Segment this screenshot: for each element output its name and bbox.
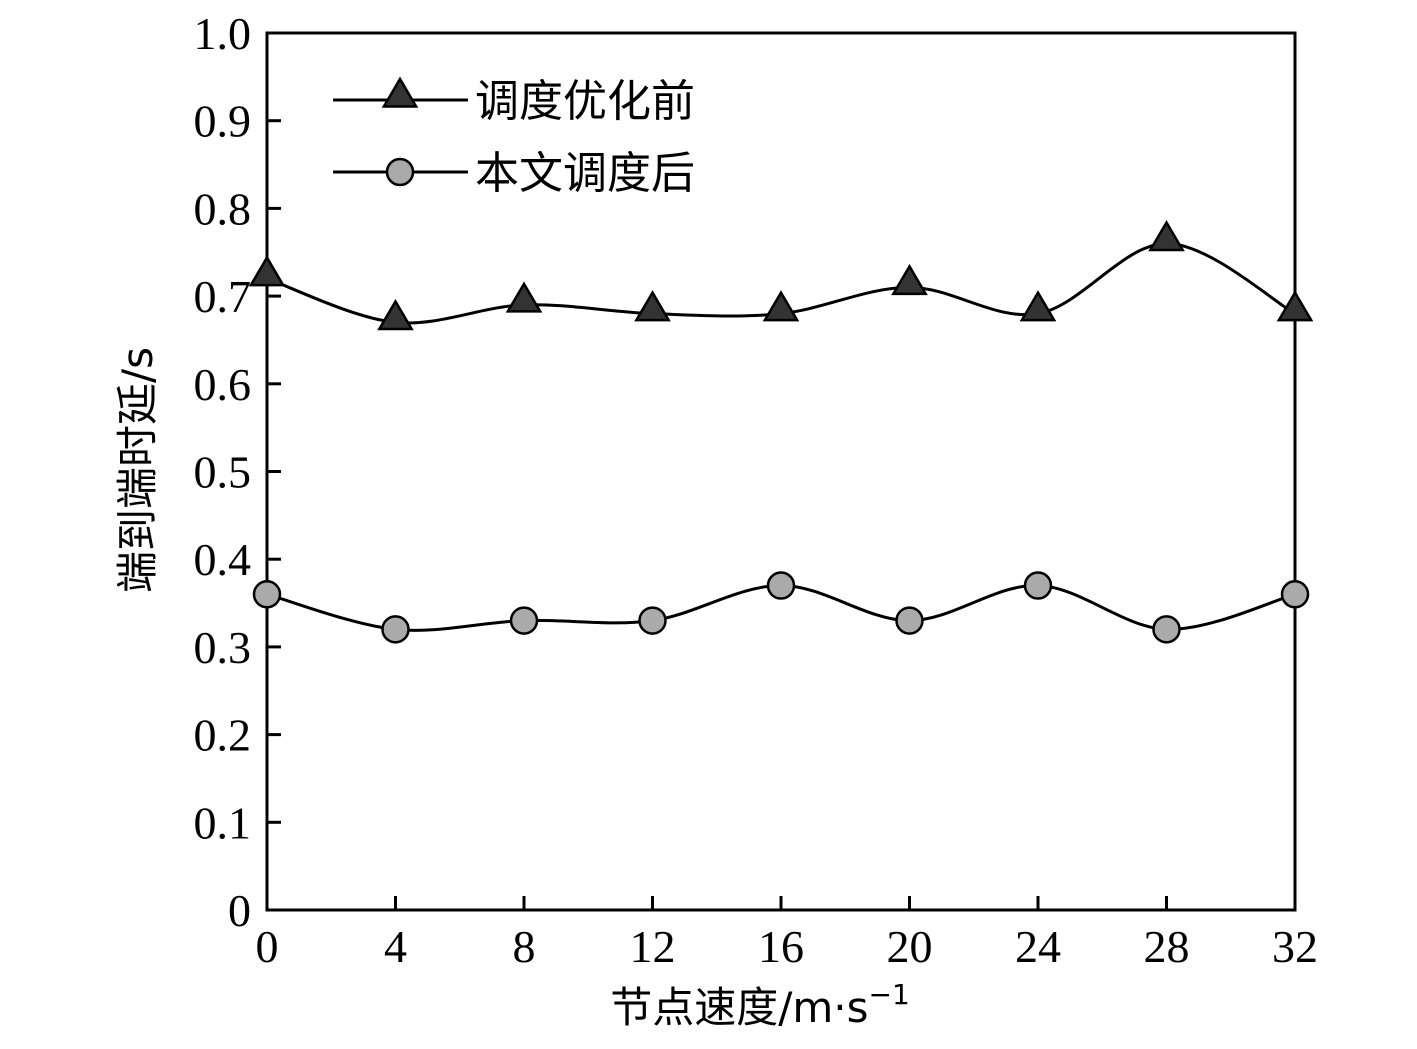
x-tick-label: 32 [1272, 921, 1318, 972]
y-tick-label: 0 [228, 885, 251, 936]
y-tick-label: 0.7 [194, 271, 252, 322]
data-point-circle [638, 606, 667, 635]
y-tick-label: 0.5 [194, 447, 252, 498]
data-point-triangle [1276, 290, 1314, 322]
x-tick-label: 20 [887, 921, 933, 972]
axes [265, 31, 1297, 912]
data-point-triangle [1148, 220, 1185, 252]
data-point-triangle [762, 290, 800, 322]
series-2 [252, 571, 1310, 644]
y-tick-label: 0.4 [194, 534, 252, 585]
data-point-circle [1023, 571, 1053, 600]
data-point-triangle [377, 298, 414, 331]
plot-frame [265, 31, 1297, 912]
series-layer [248, 220, 1314, 644]
data-point-triangle [1019, 290, 1057, 322]
x-tick-label: 12 [630, 921, 676, 972]
legend-label: 本文调度后 [475, 148, 695, 199]
y-tick-label: 1.0 [194, 8, 252, 59]
tick-labels: 0 0.1 0.2 0.3 0.4 0.5 0.6 0.7 0.8 0.9 1.0 0 4 8 12 16 20… [194, 8, 1319, 972]
x-tick-label: 4 [384, 921, 407, 972]
data-point-triangle [891, 263, 928, 296]
x-tick-label: 8 [513, 921, 536, 972]
data-point-triangle [248, 255, 286, 287]
legend-item: 本文调度后 [333, 148, 695, 199]
data-point-circle [381, 615, 410, 644]
data-point-circle [895, 606, 924, 635]
data-point-circle [509, 606, 539, 635]
legend-marker-circle [385, 157, 415, 187]
x-axis-title-main: 节点速度/m·s [610, 983, 868, 1032]
legend-item: 调度优化前 [333, 76, 695, 127]
y-axis-title: 端到端时延/s [113, 347, 162, 593]
legend-label: 调度优化前 [475, 76, 695, 127]
data-point-circle [766, 571, 796, 600]
y-tick-label: 0.8 [194, 183, 252, 234]
data-point-triangle [634, 290, 671, 322]
data-point-circle [1152, 615, 1181, 644]
y-tick-label: 0.2 [194, 710, 252, 761]
data-point-circle [252, 580, 282, 609]
x-tick-label: 28 [1144, 921, 1190, 972]
x-tick-label: 0 [256, 921, 279, 972]
data-point-triangle [505, 281, 543, 313]
x-tick-label: 16 [758, 921, 804, 972]
series-1 [248, 220, 1314, 331]
y-tick-label: 0.9 [194, 96, 252, 147]
y-tick-label: 0.3 [194, 622, 252, 673]
legend-marker-triangle [381, 76, 419, 108]
x-axis-title: 节点速度/m·s−1 [610, 978, 910, 1032]
y-tick-label: 0.6 [194, 359, 252, 410]
y-tick-label: 0.1 [194, 797, 252, 848]
x-axis-title-superscript: −1 [869, 978, 910, 1011]
x-tick-label: 24 [1015, 921, 1061, 972]
data-point-circle [1280, 580, 1310, 609]
